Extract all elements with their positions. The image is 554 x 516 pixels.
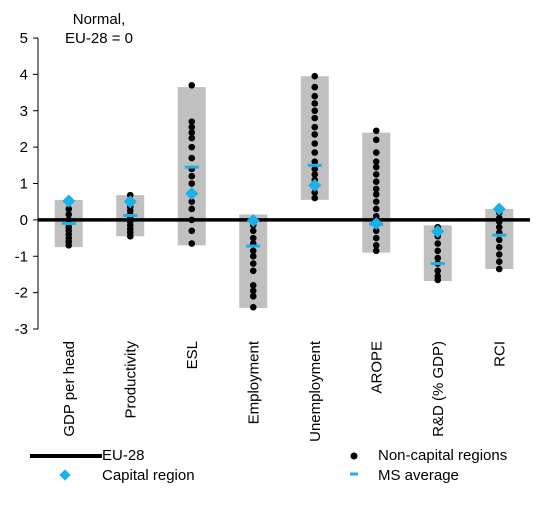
- capital-region-point: [62, 194, 76, 208]
- non-capital-point: [249, 252, 257, 260]
- y-tick-label: 2: [20, 139, 28, 156]
- non-capital-point: [372, 171, 380, 178]
- non-capital-point: [311, 149, 319, 156]
- capital-region-point: [123, 195, 137, 209]
- non-capital-point: [249, 287, 257, 295]
- x-category-label: RCI: [491, 341, 508, 367]
- x-category-label: AROPE: [368, 341, 385, 394]
- non-capital-point: [311, 114, 319, 122]
- y-tick-label: -3: [15, 321, 28, 338]
- non-capital-point: [188, 227, 196, 235]
- non-capital-point: [311, 123, 319, 131]
- non-capital-point: [311, 83, 319, 91]
- non-capital-point: [372, 247, 380, 255]
- non-capital-point: [372, 127, 380, 135]
- non-capital-point: [188, 172, 196, 180]
- non-capital-point: [434, 247, 442, 255]
- non-capital-point: [249, 234, 257, 242]
- non-capital-point: [495, 236, 503, 244]
- non-capital-point: [126, 232, 134, 240]
- non-capital-point: [188, 81, 196, 89]
- non-capital-point: [188, 198, 196, 205]
- non-capital-point: [372, 191, 380, 198]
- non-capital-point: [311, 92, 319, 100]
- non-capital-point: [311, 107, 319, 115]
- x-category-label: Unemployment: [307, 340, 324, 442]
- capital-region-point: [185, 187, 199, 201]
- non-capital-point: [249, 247, 257, 255]
- non-capital-point: [372, 234, 380, 242]
- non-capital-point: [372, 185, 380, 193]
- non-capital-point: [126, 191, 134, 199]
- non-capital-point: [188, 129, 196, 136]
- x-category-label: R&D (% GDP): [430, 341, 447, 437]
- non-capital-point: [249, 292, 257, 300]
- non-capital-point: [311, 194, 319, 202]
- non-capital-point: [434, 276, 442, 284]
- non-capital-point: [188, 180, 196, 187]
- y-tick-label: 1: [20, 176, 28, 193]
- non-capital-point: [249, 227, 257, 235]
- x-category-label: GDP per head: [61, 341, 78, 437]
- non-capital-point: [372, 227, 380, 235]
- non-capital-point: [372, 205, 380, 213]
- y-tick-label: 5: [20, 30, 28, 47]
- y-tick-label: -1: [15, 248, 28, 265]
- non-capital-point: [311, 140, 319, 147]
- non-capital-point: [372, 163, 380, 171]
- non-capital-point: [372, 178, 380, 185]
- non-capital-point: [434, 240, 442, 247]
- non-capital-point: [249, 282, 257, 289]
- non-capital-point: [188, 240, 196, 247]
- non-capital-point: [311, 171, 319, 178]
- non-capital-point: [188, 118, 196, 125]
- non-capital-point: [434, 254, 442, 262]
- capital-region-point: [431, 225, 445, 239]
- non-capital-point: [188, 123, 196, 131]
- non-capital-point: [249, 267, 257, 275]
- non-capital-point: [311, 131, 319, 138]
- x-category-label: Employment: [245, 340, 262, 424]
- non-capital-point: [65, 205, 73, 213]
- non-capital-point: [372, 158, 380, 165]
- non-capital-point: [65, 242, 73, 249]
- non-capital-point: [249, 303, 257, 311]
- capital-region-point: [308, 178, 322, 192]
- non-capital-point: [372, 136, 380, 144]
- unit-label: Normal, EU-28 = 0: [44, 10, 154, 48]
- capital-region-point: [369, 217, 383, 231]
- non-capital-point: [495, 223, 503, 231]
- x-category-label: Productivity: [122, 341, 139, 419]
- non-capital-point: [495, 258, 503, 266]
- non-capital-point: [495, 251, 503, 258]
- non-capital-point: [311, 72, 319, 80]
- non-capital-point: [372, 149, 380, 156]
- capital-region-point: [492, 202, 506, 216]
- non-capital-point: [188, 205, 196, 213]
- non-capital-point: [434, 267, 442, 275]
- unit-label-line-1: Normal,: [72, 11, 126, 28]
- non-capital-point: [372, 198, 380, 205]
- non-capital-point: [372, 242, 380, 249]
- non-capital-point: [495, 243, 503, 251]
- non-capital-point: [65, 211, 73, 218]
- capital-region-point: [246, 214, 260, 228]
- non-capital-point: [311, 100, 319, 107]
- y-tick-label: 0: [20, 212, 28, 229]
- non-capital-point: [311, 158, 319, 165]
- non-capital-point: [249, 260, 257, 267]
- non-capital-point: [495, 265, 503, 273]
- non-capital-point: [372, 212, 380, 220]
- y-tick-label: 4: [20, 66, 28, 83]
- non-capital-point: [311, 189, 319, 196]
- non-capital-point: [188, 154, 196, 162]
- non-capital-point: [188, 143, 196, 151]
- non-capital-point: [311, 165, 319, 173]
- y-tick-label: 3: [20, 103, 28, 120]
- non-capital-point: [188, 134, 196, 142]
- x-category-label: ESL: [184, 341, 201, 369]
- unit-label-line-2: EU-28 = 0: [65, 30, 133, 47]
- y-tick-label: -2: [15, 285, 28, 302]
